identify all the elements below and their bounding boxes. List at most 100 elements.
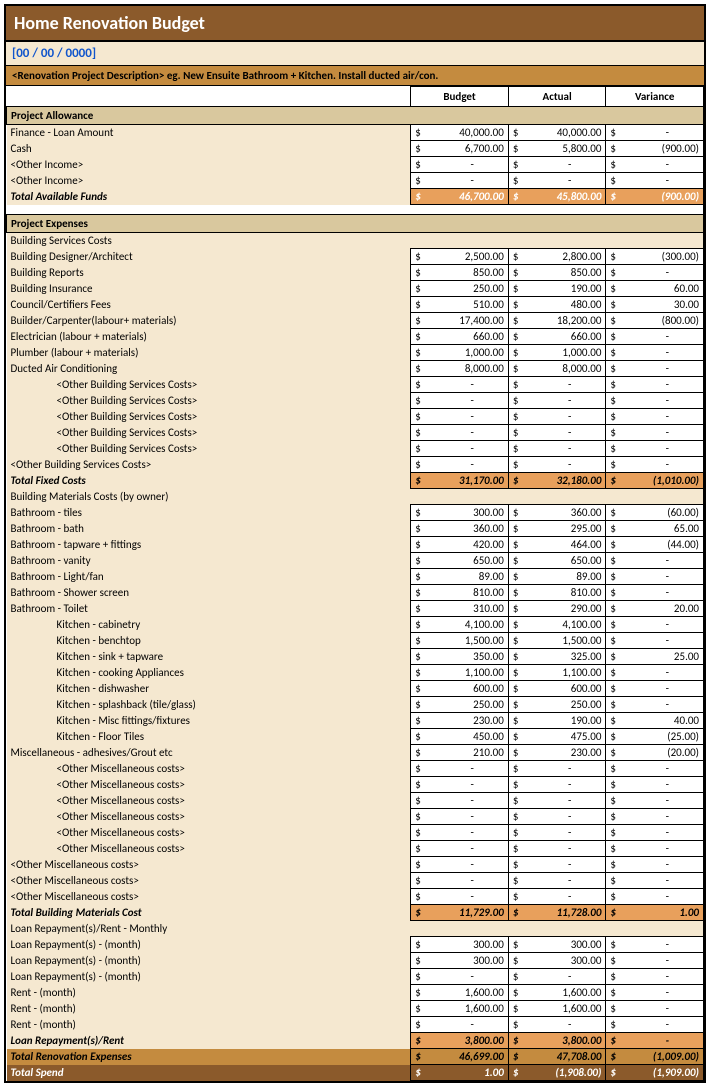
table-row: Bathroom - tiles$300.00$360.00$(60.00)	[7, 505, 704, 521]
amount-cell: $-	[606, 345, 704, 361]
amount-cell: $-	[411, 761, 509, 777]
description-row: <Renovation Project Description> eg. New…	[6, 66, 704, 86]
amount-cell: $-	[606, 125, 704, 141]
amount-cell: $-	[508, 889, 606, 905]
section-header: Project Expenses	[7, 215, 704, 233]
amount-cell: $-	[508, 377, 606, 393]
row-label: Cash	[7, 141, 411, 157]
table-row: <Other Building Services Costs>$-$-$-	[7, 457, 704, 473]
table-row: Bathroom - Light/fan$89.00$89.00$-	[7, 569, 704, 585]
amount-cell: $-	[508, 1017, 606, 1033]
col-budget: Budget	[411, 87, 509, 107]
amount-cell: $(1,009.00)	[606, 1049, 704, 1065]
amount-cell: $250.00	[411, 697, 509, 713]
amount-cell: $32,180.00	[508, 473, 606, 489]
table-row: <Other Miscellaneous costs>$-$-$-	[7, 857, 704, 873]
amount-cell: $-	[606, 681, 704, 697]
row-label: <Other Income>	[7, 173, 411, 189]
amount-cell: $3,800.00	[411, 1033, 509, 1049]
total-row: Total Available Funds$46,700.00$45,800.0…	[7, 189, 704, 205]
amount-cell: $-	[606, 953, 704, 969]
amount-cell: $-	[606, 585, 704, 601]
table-row: Bathroom - tapware + fittings$420.00$464…	[7, 537, 704, 553]
table-row: Loan Repayment(s) - (month)$300.00$300.0…	[7, 953, 704, 969]
amount-cell: $475.00	[508, 729, 606, 745]
amount-cell: $600.00	[411, 681, 509, 697]
amount-cell: $-	[508, 761, 606, 777]
amount-cell: $46,700.00	[411, 189, 509, 205]
amount-cell: $-	[606, 825, 704, 841]
col-actual: Actual	[508, 87, 606, 107]
amount-cell: $-	[606, 457, 704, 473]
amount-cell: $-	[606, 553, 704, 569]
row-label: Bathroom - Shower screen	[7, 585, 411, 601]
amount-cell: $(60.00)	[606, 505, 704, 521]
amount-cell: $-	[411, 809, 509, 825]
col-variance: Variance	[606, 87, 704, 107]
table-row: Kitchen - dishwasher$600.00$600.00$-	[7, 681, 704, 697]
row-label: Rent - (month)	[7, 985, 411, 1001]
amount-cell: $300.00	[508, 953, 606, 969]
table-row: <Other Miscellaneous costs>$-$-$-	[7, 889, 704, 905]
sub-header: Building Services Costs	[7, 233, 704, 249]
amount-cell: $-	[606, 157, 704, 173]
row-label: <Other Miscellaneous costs>	[7, 777, 411, 793]
row-label: Loan Repayment(s) - (month)	[7, 953, 411, 969]
row-label: Rent - (month)	[7, 1001, 411, 1017]
amount-cell: $300.00	[411, 937, 509, 953]
amount-cell: $-	[508, 841, 606, 857]
amount-cell: $40.00	[606, 713, 704, 729]
amount-cell: $-	[508, 857, 606, 873]
amount-cell: $17,400.00	[411, 313, 509, 329]
amount-cell: $2,800.00	[508, 249, 606, 265]
table-row: Council/Certifiers Fees$510.00$480.00$30…	[7, 297, 704, 313]
table-row: <Other Income>$-$-$-	[7, 157, 704, 173]
amount-cell: $-	[508, 425, 606, 441]
table-row: Building Insurance$250.00$190.00$60.00	[7, 281, 704, 297]
row-label: <Other Miscellaneous costs>	[7, 809, 411, 825]
amount-cell: $-	[606, 409, 704, 425]
amount-cell: $-	[606, 697, 704, 713]
amount-cell: $-	[411, 777, 509, 793]
amount-cell: $1.00	[411, 1065, 509, 1081]
amount-cell: $850.00	[411, 265, 509, 281]
table-row: Kitchen - cooking Appliances$1,100.00$1,…	[7, 665, 704, 681]
amount-cell: $(900.00)	[606, 141, 704, 157]
budget-sheet: Home Renovation Budget [00 / 00 / 0000] …	[4, 4, 706, 1083]
amount-cell: $230.00	[411, 713, 509, 729]
amount-cell: $-	[606, 617, 704, 633]
amount-cell: $2,500.00	[411, 249, 509, 265]
amount-cell: $-	[606, 377, 704, 393]
amount-cell: $-	[606, 761, 704, 777]
table-row: <Other Building Services Costs>$-$-$-	[7, 393, 704, 409]
table-row: Loan Repayment(s) - (month)$300.00$300.0…	[7, 937, 704, 953]
amount-cell: $-	[411, 457, 509, 473]
table-row: Kitchen - splashback (tile/glass)$250.00…	[7, 697, 704, 713]
amount-cell: $-	[606, 985, 704, 1001]
amount-cell: $-	[411, 969, 509, 985]
amount-cell: $-	[606, 1017, 704, 1033]
amount-cell: $-	[411, 889, 509, 905]
amount-cell: $-	[606, 441, 704, 457]
amount-cell: $650.00	[508, 553, 606, 569]
amount-cell: $(20.00)	[606, 745, 704, 761]
row-label: Loan Repayment(s) - (month)	[7, 937, 411, 953]
table-row: <Other Income>$-$-$-	[7, 173, 704, 189]
amount-cell: $-	[606, 777, 704, 793]
row-label: <Other Income>	[7, 157, 411, 173]
amount-cell: $31,170.00	[411, 473, 509, 489]
amount-cell: $60.00	[606, 281, 704, 297]
row-label: Building Reports	[7, 265, 411, 281]
table-row: Kitchen - sink + tapware$350.00$325.00$2…	[7, 649, 704, 665]
amount-cell: $3,800.00	[508, 1033, 606, 1049]
amount-cell: $1,000.00	[411, 345, 509, 361]
amount-cell: $480.00	[508, 297, 606, 313]
amount-cell: $89.00	[411, 569, 509, 585]
amount-cell: $-	[411, 425, 509, 441]
table-row: Rent - (month)$-$-$-	[7, 1017, 704, 1033]
table-row: Rent - (month)$1,600.00$1,600.00$-	[7, 1001, 704, 1017]
amount-cell: $(1,909.00)	[606, 1065, 704, 1081]
amount-cell: $190.00	[508, 281, 606, 297]
amount-cell: $-	[508, 457, 606, 473]
amount-cell: $420.00	[411, 537, 509, 553]
